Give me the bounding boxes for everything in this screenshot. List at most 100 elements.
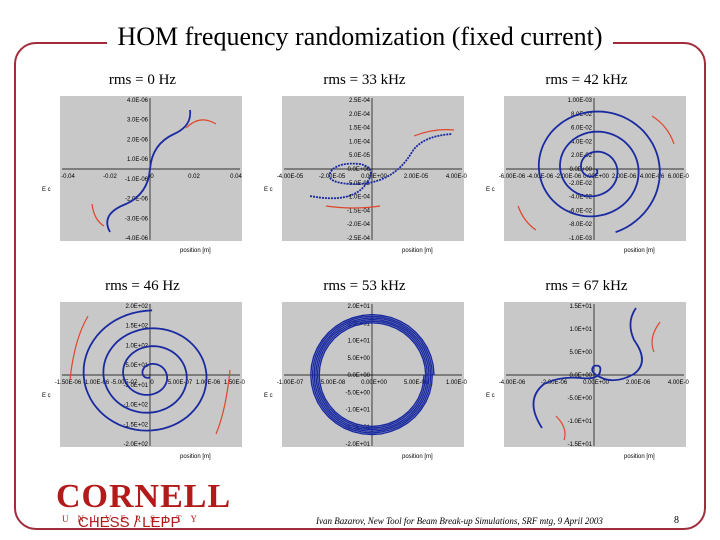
y-tick-label: 4.0E-06 xyxy=(127,98,149,104)
x-tick-label: -0.02 xyxy=(103,174,117,180)
plot-area xyxy=(504,96,686,241)
y-tick-label: 0.0E+00 xyxy=(569,373,592,379)
y-tick-label: 0.0E+00 xyxy=(347,167,370,173)
x-tick-label: 0.04 xyxy=(230,174,242,180)
x-tick-label: 1.50E-06 xyxy=(224,380,245,386)
plot-svg: -1.50E-06 -1.00E-06 -5.00E-07 0 5.00E-07 1.00… xyxy=(42,302,245,460)
y-tick-label: -1.0E+01 xyxy=(567,419,592,425)
phase-plot-4: rms = 46 Hz -1.50E-06 -1.00E-06 -5.00E-07 0 5… xyxy=(40,278,245,468)
y-tick-label: 5.0E-05 xyxy=(349,153,371,159)
x-tick-label: -5.00E-07 xyxy=(111,380,138,386)
motion-arrow xyxy=(651,321,661,353)
y-tick-label: -2.0E-02 xyxy=(569,181,593,187)
x-axis-label: position [m] xyxy=(624,454,655,460)
y-tick-label: -8.0E-02 xyxy=(569,222,593,228)
trajectory xyxy=(106,109,192,233)
y-tick-label: 0.0E+00 xyxy=(347,373,370,379)
y-axis-label: E c xyxy=(264,187,273,193)
y-tick-label: 4.0E-02 xyxy=(571,139,593,145)
phase-plot-3: rms = 42 kHz -6.00E-06 -4.00E-06 -2.00E-06 0… xyxy=(484,72,689,262)
y-tick-label: -5.0E+01 xyxy=(123,383,148,389)
y-tick-label: 1.0E-04 xyxy=(349,139,371,145)
x-tick-label: 6.00E-06 xyxy=(668,174,689,180)
citation: Ivan Bazarov, New Tool for Beam Break-up… xyxy=(316,516,603,526)
motion-arrow xyxy=(69,315,89,381)
x-tick-label: 1.00E-06 xyxy=(196,380,221,386)
x-tick-label: 0.00E+00 xyxy=(583,174,610,180)
y-axis-label: E c xyxy=(42,393,51,399)
y-tick-label: -1.0E-03 xyxy=(569,236,593,242)
logo-wordmark: CORNELL xyxy=(56,478,232,515)
x-tick-label: 0 xyxy=(150,174,154,180)
x-tick-label: 0 xyxy=(150,380,154,386)
y-axis-label: E c xyxy=(264,393,273,399)
y-tick-label: 1.0E-06 xyxy=(127,157,149,163)
y-tick-label: -1.0E-04 xyxy=(347,195,371,201)
y-tick-label: -1.5E+01 xyxy=(567,442,592,448)
y-tick-label: 5.0E+00 xyxy=(347,356,370,362)
plot-title: rms = 67 kHz xyxy=(545,278,628,294)
x-axis-label: position [m] xyxy=(180,248,211,254)
motion-arrow xyxy=(91,203,105,227)
x-tick-label: -2.00E-06 xyxy=(541,380,568,386)
x-tick-label: 2.00E-06 xyxy=(612,174,637,180)
y-tick-label: -2.0E-06 xyxy=(125,197,149,203)
y-tick-label: -1.0E-06 xyxy=(125,177,149,183)
y-tick-label: -5.0E+00 xyxy=(567,396,592,402)
y-tick-label: -1.0E+02 xyxy=(123,403,148,409)
y-tick-label: 1.5E+02 xyxy=(125,324,148,330)
logo-subtext: UNIVERSITY xyxy=(62,514,206,524)
y-tick-label: -5.0E-05 xyxy=(347,181,371,187)
motion-arrow xyxy=(185,119,217,129)
plot-area xyxy=(60,302,242,447)
x-tick-label: 1.00E-07 xyxy=(446,380,467,386)
y-tick-label: 2.0E-04 xyxy=(349,112,371,118)
y-tick-label: -3.0E-06 xyxy=(125,216,149,222)
y-tick-label: -4.0E-06 xyxy=(125,236,149,242)
group-label: CHESS / LEPP xyxy=(78,514,181,531)
phase-plot-6: rms = 67 kHz -4.00E-06 -2.00E-06 0.00E+00 2.… xyxy=(484,278,689,468)
y-tick-label: -2.0E+01 xyxy=(345,442,370,448)
plot-title: rms = 46 Hz xyxy=(105,278,180,294)
y-tick-label: -1.0E+01 xyxy=(345,408,370,414)
y-tick-label: -2.0E-04 xyxy=(347,222,371,228)
plot-area xyxy=(282,302,464,447)
x-tick-label: -1.00E-06 xyxy=(83,380,110,386)
x-tick-label: -1.00E-07 xyxy=(277,380,304,386)
y-axis-label: E c xyxy=(486,187,495,193)
x-tick-label: -0.04 xyxy=(61,174,75,180)
y-tick-label: -2.0E+02 xyxy=(123,442,148,448)
x-tick-label: 4.00E-05 xyxy=(446,174,467,180)
trajectory xyxy=(532,307,643,429)
plot-title: rms = 33 kHz xyxy=(323,72,406,88)
y-tick-label: -6.0E-02 xyxy=(569,208,593,214)
motion-arrow xyxy=(215,369,231,435)
y-tick-label: 5.0E+00 xyxy=(569,350,592,356)
y-tick-label: 2.0E+01 xyxy=(347,304,370,310)
motion-arrow xyxy=(555,415,566,441)
plot-svg: -6.00E-06 -4.00E-06 -2.00E-06 0.00E+00 2.00E… xyxy=(486,96,689,254)
x-tick-label: -4.00E-06 xyxy=(499,380,526,386)
x-tick-label: 4.00E-06 xyxy=(668,380,689,386)
y-tick-label: 5.0E+01 xyxy=(125,363,148,369)
x-tick-label: 0.02 xyxy=(188,174,200,180)
x-tick-label: -5.00E-08 xyxy=(319,380,346,386)
y-tick-label: 1.0E+02 xyxy=(125,343,148,349)
x-axis-label: position [m] xyxy=(624,248,655,254)
y-tick-label: 3.0E-06 xyxy=(127,118,149,124)
x-tick-label: 2.00E-05 xyxy=(404,174,429,180)
cornell-logo: CORNELL UNIVERSITY xyxy=(56,478,230,538)
x-tick-label: 0.00E+00 xyxy=(361,380,388,386)
x-axis-label: position [m] xyxy=(402,248,433,254)
plot-svg: -1.00E-07 -5.00E-08 0.00E+00 5.00E-08 1.00E-… xyxy=(264,302,467,460)
y-axis-label: E c xyxy=(486,393,495,399)
y-tick-label: -2.5E-04 xyxy=(347,236,371,242)
motion-arrow xyxy=(517,205,537,231)
x-tick-label: 0.00E+00 xyxy=(583,380,610,386)
page-number: 8 xyxy=(674,515,679,526)
motion-arrow xyxy=(651,115,675,145)
x-tick-label: 4.00E-06 xyxy=(640,174,665,180)
phase-plot-1: rms = 0 Hz -0.04 -0.02 0 0.02 0.04 4.0E-06 3.0E… xyxy=(40,72,245,262)
x-tick-label: 5.00E-08 xyxy=(404,380,429,386)
y-tick-label: 6.0E-02 xyxy=(571,126,593,132)
